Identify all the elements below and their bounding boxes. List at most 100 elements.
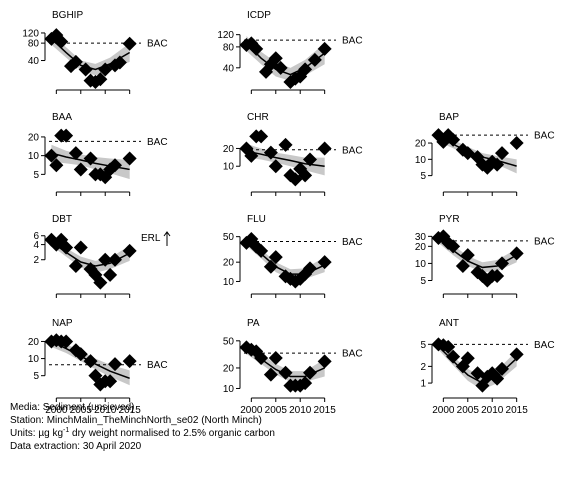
y-tick-label: 20	[415, 139, 427, 150]
data-point	[490, 269, 505, 284]
data-point	[263, 367, 278, 382]
data-point	[59, 334, 74, 349]
data-point	[455, 259, 470, 274]
y-tick-label: 10	[28, 354, 40, 365]
panel-title: BAP	[439, 112, 459, 123]
data-point	[298, 168, 313, 183]
data-point	[495, 146, 509, 161]
data-point	[303, 152, 317, 167]
data-point	[298, 62, 313, 77]
y-tick-label: 5	[420, 276, 426, 287]
y-tick-label: 4	[33, 240, 39, 251]
y-tick-label: 5	[420, 171, 426, 182]
data-point	[122, 243, 137, 258]
threshold-label: BAC	[534, 340, 555, 351]
data-point	[273, 60, 288, 75]
data-point	[244, 148, 259, 163]
y-tick-label: 20	[415, 242, 427, 253]
threshold-arrow	[163, 231, 171, 246]
y-tick-label: 5	[33, 371, 39, 382]
data-point	[254, 243, 269, 258]
y-tick-label: 2	[420, 362, 426, 373]
data-point	[317, 141, 332, 156]
trend-line	[438, 137, 517, 167]
data-point	[103, 374, 118, 389]
footer-units: Units: µg kg-1 dry weight normalised to …	[10, 427, 275, 439]
y-tick-label: 40	[223, 63, 235, 74]
panel-title: CHR	[247, 112, 269, 123]
panel-title: BGHIP	[52, 10, 83, 21]
threshold-label: ERL	[141, 233, 161, 244]
data-point	[68, 259, 83, 274]
y-tick-label: 5	[420, 340, 426, 351]
panel-title: PYR	[439, 214, 460, 225]
threshold-label: BAC	[147, 360, 168, 371]
data-point	[59, 240, 74, 255]
y-tick-label: 20	[28, 337, 40, 348]
panel: NAP 5 10 20 2000 2005 2010 2015 BAC	[28, 318, 168, 416]
data-point	[254, 129, 269, 144]
panel-title: FLU	[247, 214, 266, 225]
data-point	[460, 351, 475, 366]
y-tick-label: 30	[415, 232, 427, 243]
panel: BAA 5 10 20 BAC	[28, 112, 168, 196]
trend-line	[51, 340, 130, 379]
data-point	[446, 349, 461, 364]
panel: FLU 10 20 50 BAC	[223, 214, 363, 298]
data-point	[249, 41, 264, 56]
panel-title: ICDP	[247, 10, 271, 21]
y-tick-label: 120	[217, 30, 234, 41]
x-tick-label: 2005	[265, 405, 288, 416]
trend-line	[246, 348, 325, 378]
threshold-label: BAC	[534, 131, 555, 142]
data-point	[68, 146, 83, 161]
y-tick-label: 20	[223, 144, 235, 155]
threshold-label: BAC	[342, 237, 363, 248]
units-sup: -1	[63, 427, 69, 434]
threshold-label: BAC	[147, 137, 168, 148]
data-point	[268, 159, 283, 174]
units-a: Units: µg kg	[10, 428, 63, 439]
footer-media: Media: Sediment (unsieved)	[10, 402, 135, 413]
threshold-label: BAC	[342, 145, 363, 156]
data-point	[98, 62, 113, 77]
data-point	[122, 354, 137, 369]
data-point	[108, 158, 122, 173]
data-point	[122, 151, 137, 166]
data-point	[278, 137, 293, 152]
y-tick-label: 10	[415, 259, 427, 270]
trend-line	[245, 42, 326, 76]
data-point	[49, 158, 64, 173]
data-point	[268, 250, 283, 265]
data-point	[59, 128, 74, 143]
y-tick-label: 10	[223, 162, 235, 173]
data-point	[244, 36, 259, 51]
x-tick-label: 2015	[119, 405, 142, 416]
trend-line	[245, 240, 325, 275]
y-tick-label: 2	[33, 255, 39, 266]
trend-line	[246, 150, 325, 167]
panel: BAP 5 10 20 BAC	[415, 112, 555, 196]
panel: PA 10 20 50 2000 2005 2010 2015 BAC	[223, 318, 363, 416]
panel-title: DBT	[52, 214, 72, 225]
y-tick-label: 5	[33, 170, 39, 181]
data-point	[93, 275, 108, 290]
y-tick-label: 40	[28, 56, 40, 67]
y-tick-label: 10	[223, 277, 235, 288]
data-point	[112, 55, 127, 70]
trend-line	[437, 238, 518, 269]
footer-extraction: Data extraction: 30 April 2020	[10, 441, 142, 452]
data-point	[495, 361, 509, 376]
y-tick-label: 50	[223, 336, 235, 347]
data-point	[78, 62, 93, 77]
panel-title: NAP	[52, 318, 73, 329]
y-tick-label: 50	[223, 232, 235, 243]
y-tick-label: 10	[28, 151, 40, 162]
x-tick-label: 2000	[45, 405, 68, 416]
data-point	[490, 371, 505, 386]
units-b: dry weight normalised to 2.5% organic ca…	[69, 428, 275, 439]
panel: ANT 1 2 5 2000 2005 2010 2015 BAC	[420, 318, 554, 416]
